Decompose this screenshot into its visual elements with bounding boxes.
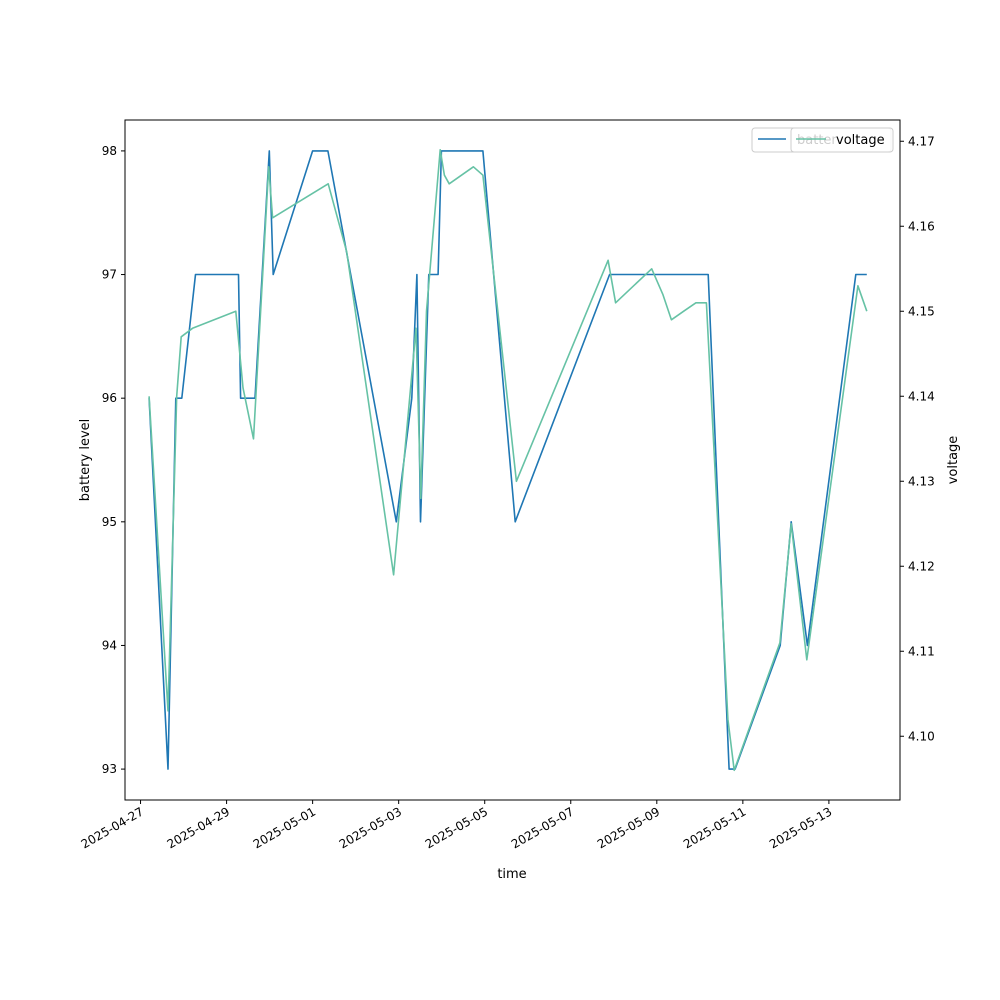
legend-box-voltage: [790, 127, 894, 153]
x-tick-label-1: 2025-04-29: [165, 804, 232, 851]
right-y-tick-label-0: 4.10: [908, 729, 935, 743]
left-y-tick-label-2: 95: [102, 515, 117, 529]
series-layer: [148, 149, 868, 772]
left-y-tick-label-3: 96: [102, 391, 117, 405]
x-tick-label-8: 2025-05-13: [767, 804, 834, 851]
series-1-group: [148, 149, 868, 772]
series-line-battery-level: [148, 150, 867, 770]
x-tick-label-0: 2025-04-27: [79, 804, 146, 851]
legend-voltage: voltage: [790, 127, 894, 153]
right-y-axis-label: voltage: [946, 436, 961, 485]
plot-frame: [124, 119, 901, 801]
series-line-voltage: [148, 149, 868, 772]
right-y-tick-label-5: 4.15: [908, 304, 935, 318]
ticks-layer: 2025-04-27 2025-04-29 2025-05-01 2025-05-03…: [79, 134, 935, 851]
right-y-tick-label-7: 4.17: [908, 134, 935, 148]
left-y-tick-label-1: 94: [102, 638, 117, 652]
x-tick-label-7: 2025-05-11: [681, 804, 748, 851]
right-y-tick-label-4: 4.14: [908, 389, 935, 403]
x-axis-label: time: [497, 867, 526, 882]
x-tick-label-6: 2025-05-09: [595, 804, 662, 851]
legend-label-voltage: voltage: [836, 133, 885, 148]
x-tick-label-3: 2025-05-03: [337, 804, 404, 851]
right-y-tick-label-2: 4.12: [908, 559, 935, 573]
left-y-tick-label-5: 98: [102, 144, 117, 158]
x-tick-label-4: 2025-05-05: [423, 804, 490, 851]
left-y-tick-label-0: 93: [102, 762, 117, 776]
x-tick-label-5: 2025-05-07: [509, 804, 576, 851]
right-y-tick-label-3: 4.13: [908, 474, 935, 488]
legend: battervoltage: [751, 127, 894, 153]
x-tick-label-2: 2025-05-01: [251, 804, 318, 851]
series-0-group: [148, 150, 867, 770]
left-y-axis-label: battery level: [78, 419, 93, 502]
left-y-tick-label-4: 97: [102, 268, 117, 282]
right-y-tick-label-6: 4.16: [908, 219, 935, 233]
right-y-tick-label-1: 4.11: [908, 644, 935, 658]
